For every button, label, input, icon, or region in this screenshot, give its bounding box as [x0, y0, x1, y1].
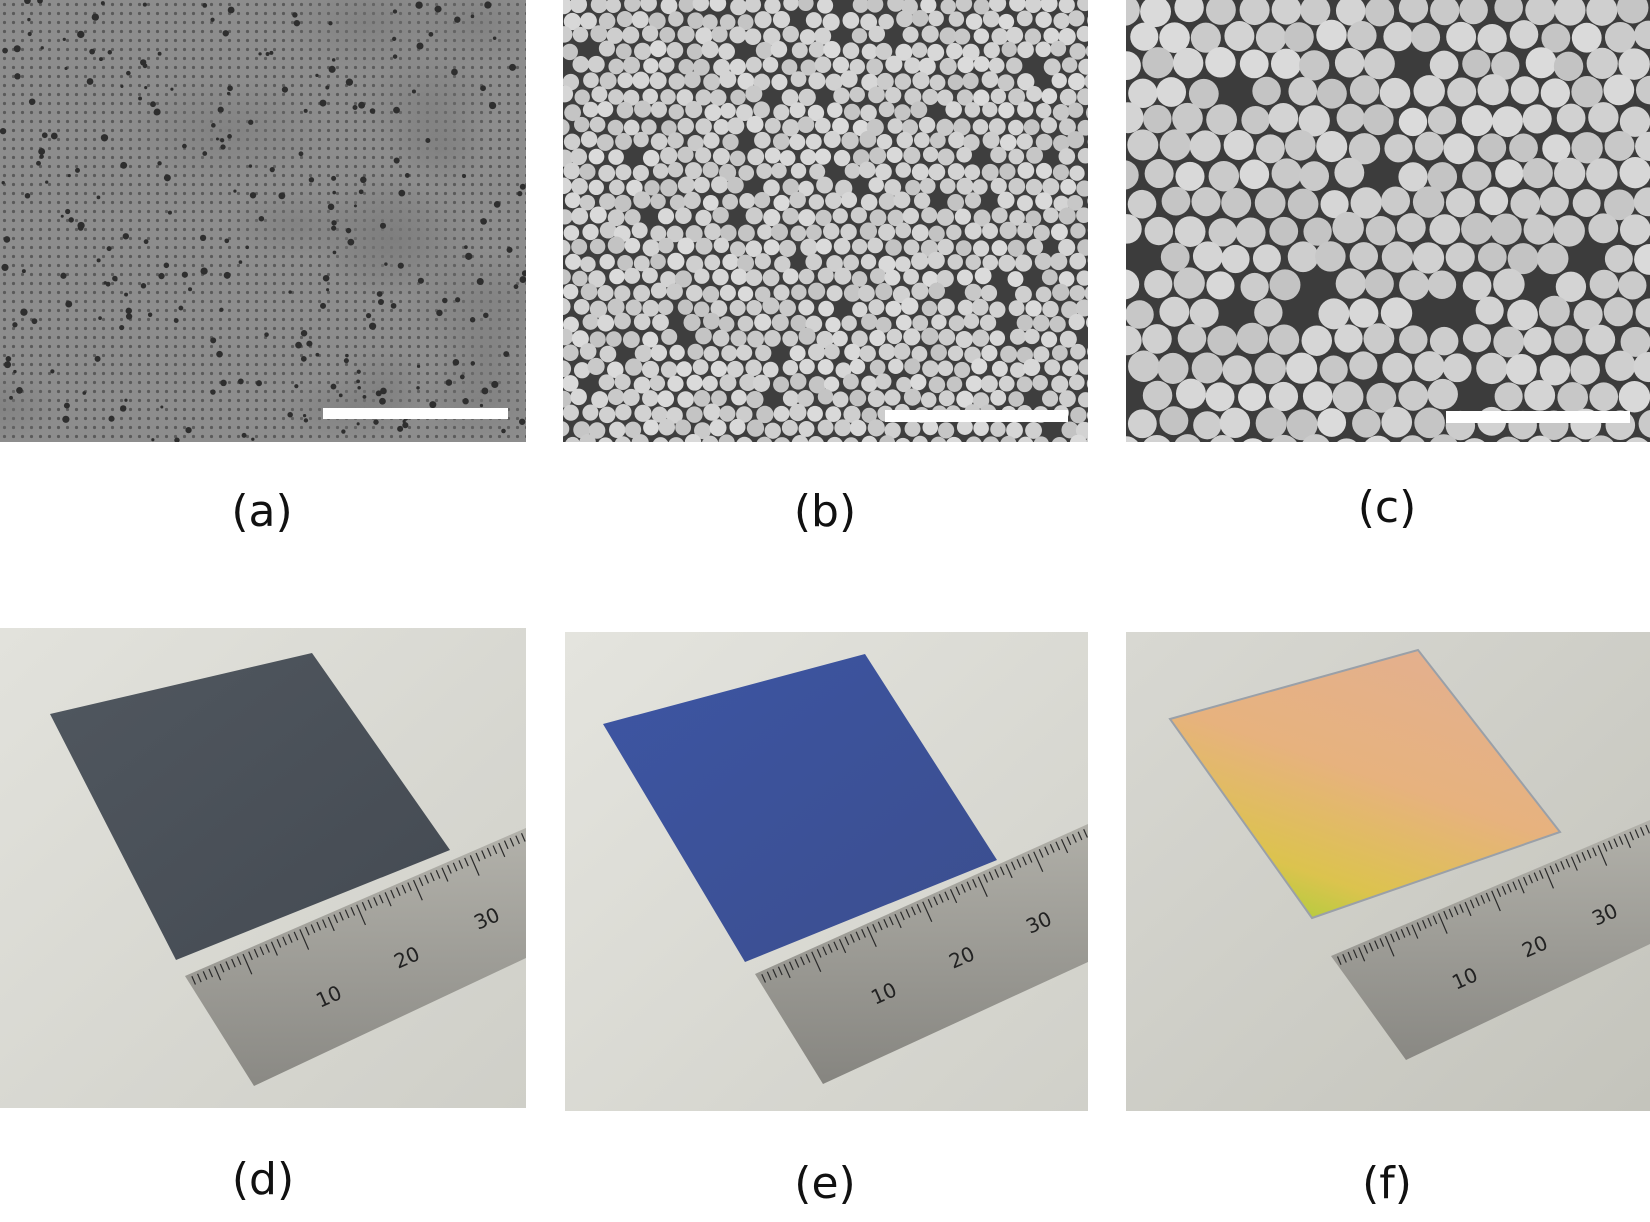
film-sample [603, 654, 997, 962]
film-sample [50, 653, 450, 960]
sem-image-a [0, 0, 526, 442]
ruler [1331, 820, 1650, 1060]
sem-image-b [563, 0, 1088, 442]
ruler [185, 828, 526, 1086]
photo-e: 10 20 30 [565, 632, 1088, 1111]
panel-label-e: (e) [794, 1158, 856, 1209]
panel-label-f: (f) [1362, 1158, 1412, 1209]
scale-bar [1446, 411, 1630, 423]
panel-label-c: (c) [1357, 482, 1417, 533]
photo-f: 10 20 30 [1126, 632, 1650, 1111]
photo-d: 10 20 30 [0, 628, 526, 1108]
panel-label-b: (b) [793, 486, 857, 537]
film-sample [1168, 648, 1562, 920]
scale-bar [323, 408, 508, 419]
ruler [755, 824, 1088, 1084]
scale-bar [885, 410, 1068, 422]
sem-image-c [1126, 0, 1650, 442]
panel-label-a: (a) [231, 486, 293, 537]
panel-label-d: (d) [231, 1154, 295, 1205]
